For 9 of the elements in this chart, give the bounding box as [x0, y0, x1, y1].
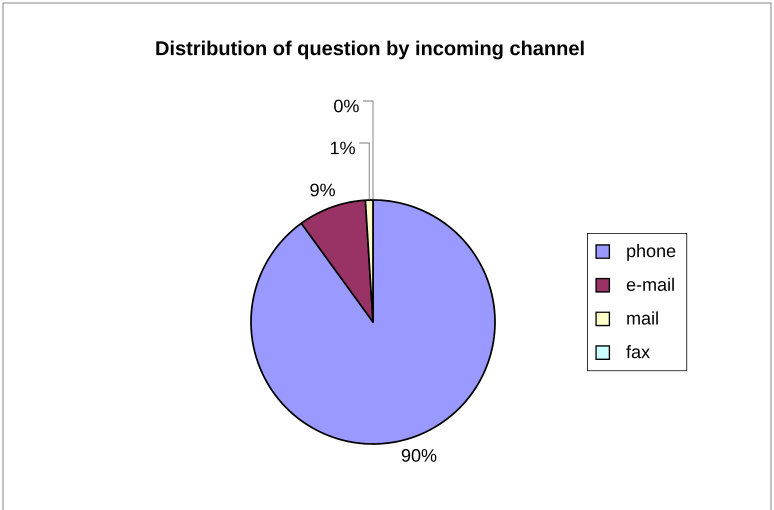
- legend-label: mail: [627, 311, 658, 324]
- data-label: 9%: [310, 183, 335, 196]
- legend-label: e-mail: [626, 278, 674, 291]
- legend-label: fax: [626, 344, 650, 358]
- data-label: 90%: [402, 448, 436, 462]
- chart-title: Distribution of question by incoming channel: [156, 40, 584, 60]
- legend-label: phone: [627, 244, 676, 261]
- text: 0%: [334, 99, 359, 112]
- data-label: 1%: [330, 142, 355, 154]
